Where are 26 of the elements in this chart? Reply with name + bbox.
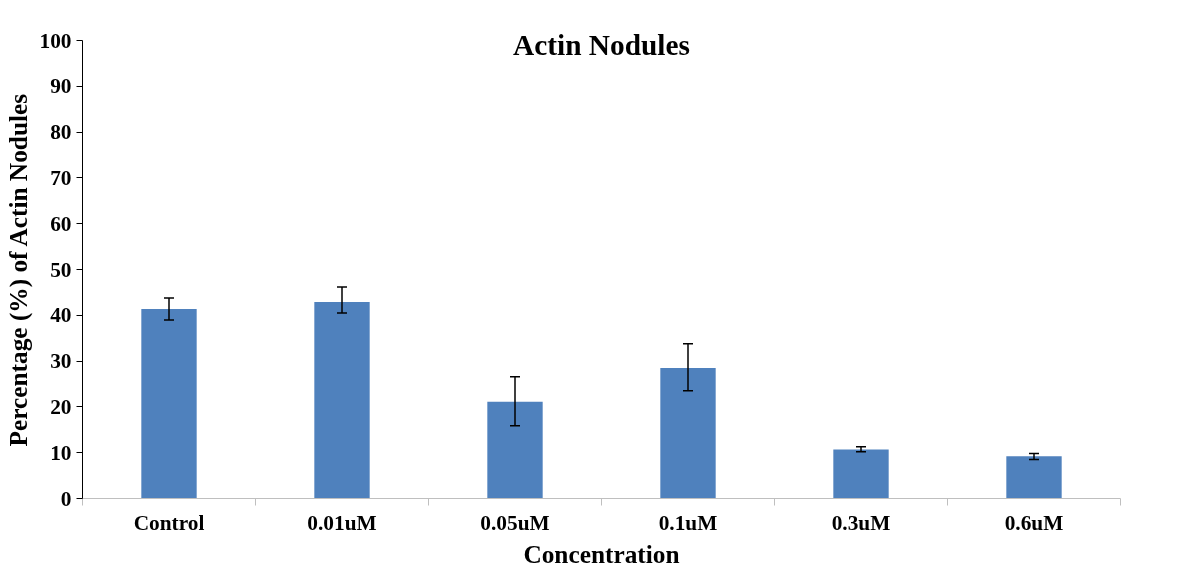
y-tick-label: 70: [50, 165, 72, 190]
chart-title: Actin Nodules: [513, 28, 690, 61]
y-tick-label: 50: [50, 257, 72, 282]
bar: [833, 449, 889, 499]
x-axis-title: Concentration: [523, 539, 680, 568]
y-tick-label: 90: [50, 74, 72, 99]
y-tick-label: 30: [50, 349, 72, 374]
y-tick-label: 80: [50, 120, 72, 145]
x-tick-label: Control: [133, 510, 205, 535]
y-axis-title: Percentage (%) of Actin Nodules: [3, 93, 33, 447]
bar: [487, 401, 543, 499]
x-tick-label: 0.1uM: [658, 510, 718, 535]
y-tick-label: 10: [50, 440, 72, 465]
x-tick-label: 0.6uM: [1004, 510, 1064, 535]
x-tick-label: 0.05uM: [480, 510, 550, 535]
y-tick-label: 100: [39, 28, 72, 53]
y-tick-label: 20: [50, 394, 72, 419]
x-tick-label: 0.3uM: [831, 510, 891, 535]
y-tick-label: 0: [60, 486, 72, 511]
x-tick-label: 0.01uM: [307, 510, 377, 535]
bar: [660, 367, 716, 499]
bar: [1006, 456, 1062, 499]
bar: [314, 302, 370, 499]
y-tick-label: 40: [50, 303, 72, 328]
bar: [141, 308, 197, 499]
y-tick-label: 60: [50, 211, 72, 236]
